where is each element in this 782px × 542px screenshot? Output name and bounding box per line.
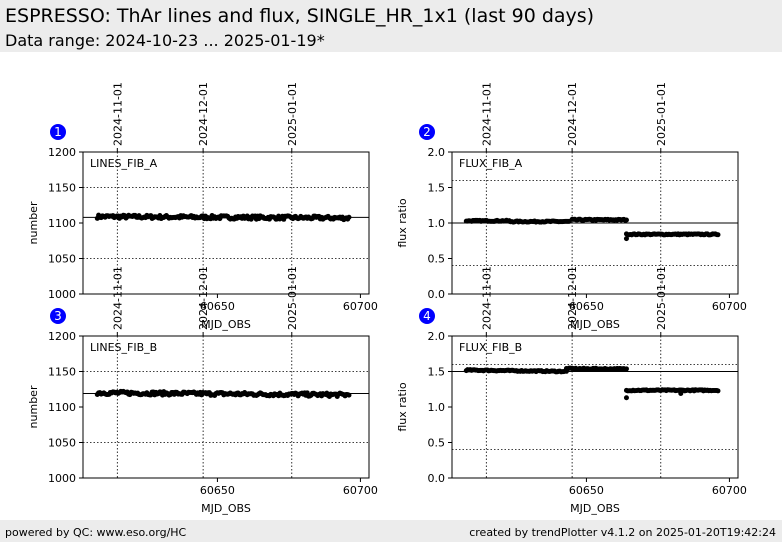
y-axis-label: number <box>27 385 40 428</box>
data-point <box>346 392 352 398</box>
chart-panel-4: 4 2024-11-01 2024-12-01 2025-01-01 0.0 0.5 1.0… <box>396 266 747 515</box>
y-tick-label: 1.5 <box>428 366 446 379</box>
y-tick-label: 1050 <box>48 253 76 266</box>
series-label: FLUX_FIB_B <box>459 341 522 354</box>
y-tick-label: 1.0 <box>428 217 446 230</box>
y-tick-label: 1.0 <box>428 401 446 414</box>
date-tick-label: 2025-01-01 <box>286 82 299 146</box>
x-axis-label: MJD_OBS <box>570 502 620 515</box>
footer-credit: powered by QC: www.eso.org/HC <box>5 526 187 539</box>
data-point <box>623 366 629 372</box>
date-tick-label: 2024-12-01 <box>197 82 210 146</box>
footer-bar: powered by QC: www.eso.org/HC created by… <box>0 520 782 542</box>
footer-generator: created by trendPlotter v4.1.2 on 2025-0… <box>469 526 776 539</box>
date-tick-label: 2024-11-01 <box>111 266 124 330</box>
series-label: FLUX_FIB_A <box>459 157 523 170</box>
y-tick-label: 1000 <box>48 288 76 301</box>
plots-canvas: 1 2024-11-01 2024-12-01 2025-01-01 1000 1050 1… <box>27 82 747 515</box>
panel-number-text: 2 <box>423 125 431 139</box>
y-tick-label: 1050 <box>48 437 76 450</box>
header-bar: ESPRESSO: ThAr lines and flux, SINGLE_HR… <box>0 0 782 52</box>
date-tick-label: 2024-11-01 <box>480 266 493 330</box>
series-label: LINES_FIB_A <box>90 157 158 170</box>
panel-number-text: 3 <box>54 309 62 323</box>
x-tick-label: 60650 <box>569 484 604 497</box>
panel-number-badge <box>419 308 435 324</box>
x-axis-label: MJD_OBS <box>201 318 251 331</box>
data-points <box>463 216 721 242</box>
y-tick-label: 0.5 <box>428 253 446 266</box>
page-title: ESPRESSO: ThAr lines and flux, SINGLE_HR… <box>5 5 595 27</box>
chart-panel-3: 3 2024-11-01 2024-12-01 2025-01-01 1000 1050 1… <box>27 266 378 515</box>
data-points <box>94 388 352 399</box>
panel-number-badge <box>419 124 435 140</box>
y-tick-label: 1.5 <box>428 182 446 195</box>
y-axis-label: flux ratio <box>396 198 409 248</box>
date-tick-label: 2024-11-01 <box>480 82 493 146</box>
y-tick-label: 1100 <box>48 401 76 414</box>
y-tick-label: 1150 <box>48 182 76 195</box>
x-tick-label: 60650 <box>200 484 235 497</box>
data-points <box>94 212 352 223</box>
plot-frame <box>82 151 370 295</box>
date-tick-label: 2025-01-01 <box>655 82 668 146</box>
y-tick-label: 1150 <box>48 366 76 379</box>
y-tick-label: 0.0 <box>428 288 446 301</box>
y-tick-label: 0.0 <box>428 472 446 485</box>
date-tick-label: 2024-12-01 <box>566 82 579 146</box>
x-tick-label: 60700 <box>712 484 747 497</box>
x-axis-label: MJD_OBS <box>570 318 620 331</box>
x-tick-label: 60700 <box>343 300 378 313</box>
y-axis-label: flux ratio <box>396 382 409 432</box>
date-tick-label: 2025-01-01 <box>286 266 299 330</box>
panel-number-text: 1 <box>54 125 62 139</box>
panel-number-badge <box>50 124 66 140</box>
panel-number-text: 4 <box>423 309 431 323</box>
data-point <box>715 388 721 394</box>
data-point <box>623 236 629 242</box>
y-tick-label: 2.0 <box>428 146 446 159</box>
date-tick-label: 2024-12-01 <box>197 266 210 330</box>
data-point <box>715 232 721 238</box>
x-tick-label: 60700 <box>343 484 378 497</box>
y-tick-label: 1200 <box>48 146 76 159</box>
x-axis-label: MJD_OBS <box>201 502 251 515</box>
data-point <box>623 217 629 223</box>
series-label: LINES_FIB_B <box>90 341 157 354</box>
date-tick-label: 2025-01-01 <box>655 266 668 330</box>
date-tick-label: 2024-11-01 <box>111 82 124 146</box>
date-tick-label: 2024-12-01 <box>566 266 579 330</box>
plot-frame <box>451 335 739 479</box>
y-tick-label: 1200 <box>48 330 76 343</box>
y-tick-label: 1100 <box>48 217 76 230</box>
x-tick-label: 60650 <box>200 300 235 313</box>
chart-panel-1: 1 2024-11-01 2024-12-01 2025-01-01 1000 1050 1… <box>27 82 378 331</box>
panel-number-badge <box>50 308 66 324</box>
plot-frame <box>82 335 370 479</box>
x-tick-label: 60700 <box>712 300 747 313</box>
y-tick-label: 0.5 <box>428 437 446 450</box>
data-points <box>463 365 721 401</box>
x-tick-label: 60650 <box>569 300 604 313</box>
data-point <box>346 214 352 220</box>
y-tick-label: 2.0 <box>428 330 446 343</box>
page-subtitle: Data range: 2024-10-23 ... 2025-01-19* <box>5 31 325 50</box>
y-tick-label: 1000 <box>48 472 76 485</box>
data-point <box>623 395 629 401</box>
data-point <box>678 391 684 397</box>
chart-panel-2: 2 2024-11-01 2024-12-01 2025-01-01 0.0 0.5 1.0… <box>396 82 747 331</box>
y-axis-label: number <box>27 201 40 244</box>
